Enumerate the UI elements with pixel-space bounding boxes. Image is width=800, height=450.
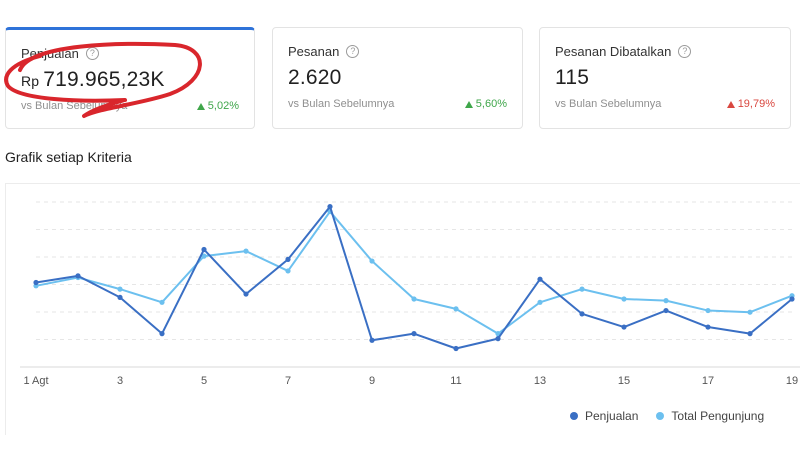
cancelled-card-title-row: Pesanan Dibatalkan ? — [555, 44, 692, 59]
data-point — [411, 296, 417, 302]
x-tick-label: 11 — [450, 375, 461, 387]
chart-section-title: Grafik setiap Kriteria — [5, 149, 132, 165]
series-line-penjualan — [35, 205, 793, 350]
data-point — [33, 279, 39, 286]
data-point — [369, 337, 375, 343]
x-tick-label: 13 — [534, 375, 546, 387]
x-tick-label: 19 — [786, 375, 798, 387]
x-tick-label: 5 — [201, 375, 207, 387]
data-point — [201, 246, 207, 253]
cancelled-change-value: 19,79% — [737, 98, 775, 110]
data-point — [201, 253, 207, 259]
cancelled-orders-card[interactable]: Pesanan Dibatalkan ? 115 vs Bulan Sebelu… — [539, 27, 791, 129]
cancelled-card-title: Pesanan Dibatalkan — [555, 44, 672, 59]
chart-legend: Penjualan Total Pengunjung — [570, 409, 764, 423]
data-point — [663, 298, 669, 304]
data-point — [411, 331, 417, 337]
data-point — [495, 336, 501, 342]
legend-item-total-pengunjung[interactable]: Total Pengunjung — [656, 409, 764, 423]
cancelled-compare-label: vs Bulan Sebelumnya — [555, 98, 662, 110]
orders-card[interactable]: Pesanan ? 2.620 vs Bulan Sebelumnya 5,60… — [272, 27, 523, 129]
data-point — [579, 311, 585, 317]
data-point — [159, 331, 165, 337]
data-point — [285, 268, 291, 274]
legend-label-penjualan: Penjualan — [585, 409, 639, 423]
cancelled-change: 19,79% — [726, 98, 775, 110]
data-point — [789, 296, 795, 302]
orders-change: 5,60% — [464, 98, 507, 110]
orders-value: 2.620 — [288, 66, 342, 89]
x-tick-label: 17 — [702, 375, 714, 387]
orders-change-value: 5,60% — [475, 98, 507, 110]
data-point — [621, 324, 627, 330]
legend-dot-total-pengunjung — [656, 412, 665, 420]
data-point — [159, 299, 165, 305]
data-point — [495, 331, 501, 337]
chart-panel — [5, 183, 800, 435]
data-point — [537, 276, 543, 282]
x-tick-label: 7 — [285, 375, 291, 387]
cancelled-value: 115 — [555, 66, 590, 89]
data-point — [369, 258, 375, 264]
data-point — [243, 291, 249, 297]
legend-item-penjualan[interactable]: Penjualan — [570, 409, 638, 423]
orders-card-title: Pesanan — [288, 44, 340, 59]
data-point — [537, 299, 543, 305]
orders-card-title-row: Pesanan ? — [288, 44, 360, 59]
data-point — [705, 324, 711, 330]
data-point — [75, 273, 81, 279]
data-point — [117, 294, 123, 300]
x-tick-label: 1 Agt — [23, 375, 48, 387]
data-point — [663, 307, 669, 314]
x-tick-label: 15 — [618, 375, 630, 387]
legend-label-total-pengunjung: Total Pengunjung — [671, 409, 765, 423]
arrow-up-icon — [726, 100, 735, 108]
legend-dot-penjualan — [570, 412, 578, 420]
orders-compare-label: vs Bulan Sebelumnya — [288, 98, 395, 110]
data-point — [747, 309, 753, 315]
data-point — [747, 331, 753, 337]
arrow-up-icon — [464, 100, 473, 108]
help-icon[interactable]: ? — [678, 45, 692, 58]
x-tick-label: 9 — [369, 375, 375, 387]
data-point — [117, 286, 123, 292]
data-point — [285, 256, 291, 262]
data-point — [327, 204, 333, 210]
data-point — [243, 248, 249, 254]
data-point — [621, 296, 627, 302]
sales-change-value: 5,02% — [207, 100, 239, 112]
data-point — [705, 307, 711, 314]
data-point — [453, 345, 459, 352]
data-point — [453, 306, 459, 312]
help-icon[interactable]: ? — [346, 45, 360, 58]
data-point — [579, 286, 585, 292]
x-tick-label: 3 — [117, 375, 123, 387]
